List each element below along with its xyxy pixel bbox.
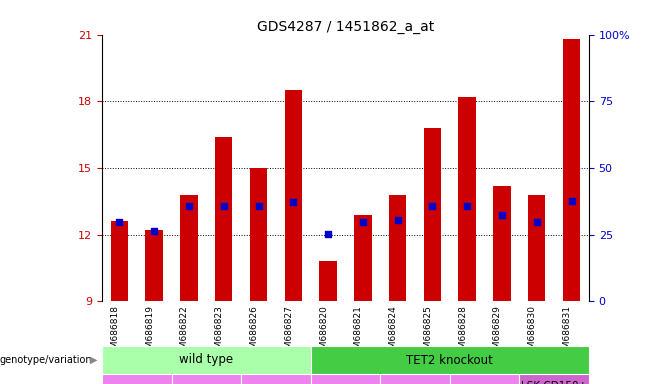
Text: GSM686830: GSM686830	[528, 305, 537, 360]
Point	[253, 203, 264, 209]
Bar	[180, 195, 197, 301]
Point	[532, 219, 542, 225]
Bar	[215, 137, 232, 301]
Text: GSM686829: GSM686829	[493, 305, 502, 360]
Bar	[172, 374, 241, 384]
Bar	[389, 195, 406, 301]
Point	[567, 198, 577, 204]
Point	[497, 212, 507, 218]
Title: GDS4287 / 1451862_a_at: GDS4287 / 1451862_a_at	[257, 20, 434, 33]
Bar	[563, 39, 580, 301]
Bar	[102, 346, 311, 374]
Bar	[424, 128, 441, 301]
Point	[149, 228, 159, 235]
Bar	[111, 222, 128, 301]
Text: GSM686826: GSM686826	[249, 305, 259, 360]
Bar	[311, 374, 380, 384]
Text: GSM686818: GSM686818	[111, 305, 119, 360]
Text: LSK CD150+
sorted: LSK CD150+ sorted	[521, 381, 587, 384]
Text: GSM686820: GSM686820	[319, 305, 328, 360]
Bar	[459, 97, 476, 301]
Point	[288, 199, 299, 205]
Text: GSM686824: GSM686824	[389, 305, 397, 360]
Bar	[311, 346, 589, 374]
Bar	[250, 168, 267, 301]
Point	[184, 203, 194, 209]
Point	[392, 217, 403, 223]
Bar	[145, 230, 163, 301]
Bar	[354, 215, 372, 301]
Text: GSM686831: GSM686831	[563, 305, 572, 360]
Text: wild type: wild type	[179, 354, 234, 366]
Point	[114, 219, 124, 225]
Bar	[102, 374, 172, 384]
Text: GSM686827: GSM686827	[284, 305, 293, 360]
Point	[427, 203, 438, 209]
Text: GSM686828: GSM686828	[458, 305, 467, 360]
Bar	[528, 195, 545, 301]
Text: GSM686822: GSM686822	[180, 305, 189, 360]
Bar	[450, 374, 519, 384]
Text: GSM686819: GSM686819	[145, 305, 154, 360]
Bar	[494, 186, 511, 301]
Point	[357, 219, 368, 225]
Text: GSM686821: GSM686821	[354, 305, 363, 360]
Text: GSM686825: GSM686825	[423, 305, 432, 360]
Text: GSM686823: GSM686823	[215, 305, 224, 360]
Bar	[380, 374, 450, 384]
Point	[218, 203, 229, 209]
Text: ▶: ▶	[90, 355, 97, 365]
Point	[323, 230, 334, 237]
Bar	[241, 374, 311, 384]
Point	[462, 203, 472, 209]
Bar	[319, 262, 337, 301]
Bar	[519, 374, 589, 384]
Text: genotype/variation: genotype/variation	[0, 355, 93, 365]
Bar	[284, 90, 302, 301]
Text: TET2 knockout: TET2 knockout	[407, 354, 494, 366]
